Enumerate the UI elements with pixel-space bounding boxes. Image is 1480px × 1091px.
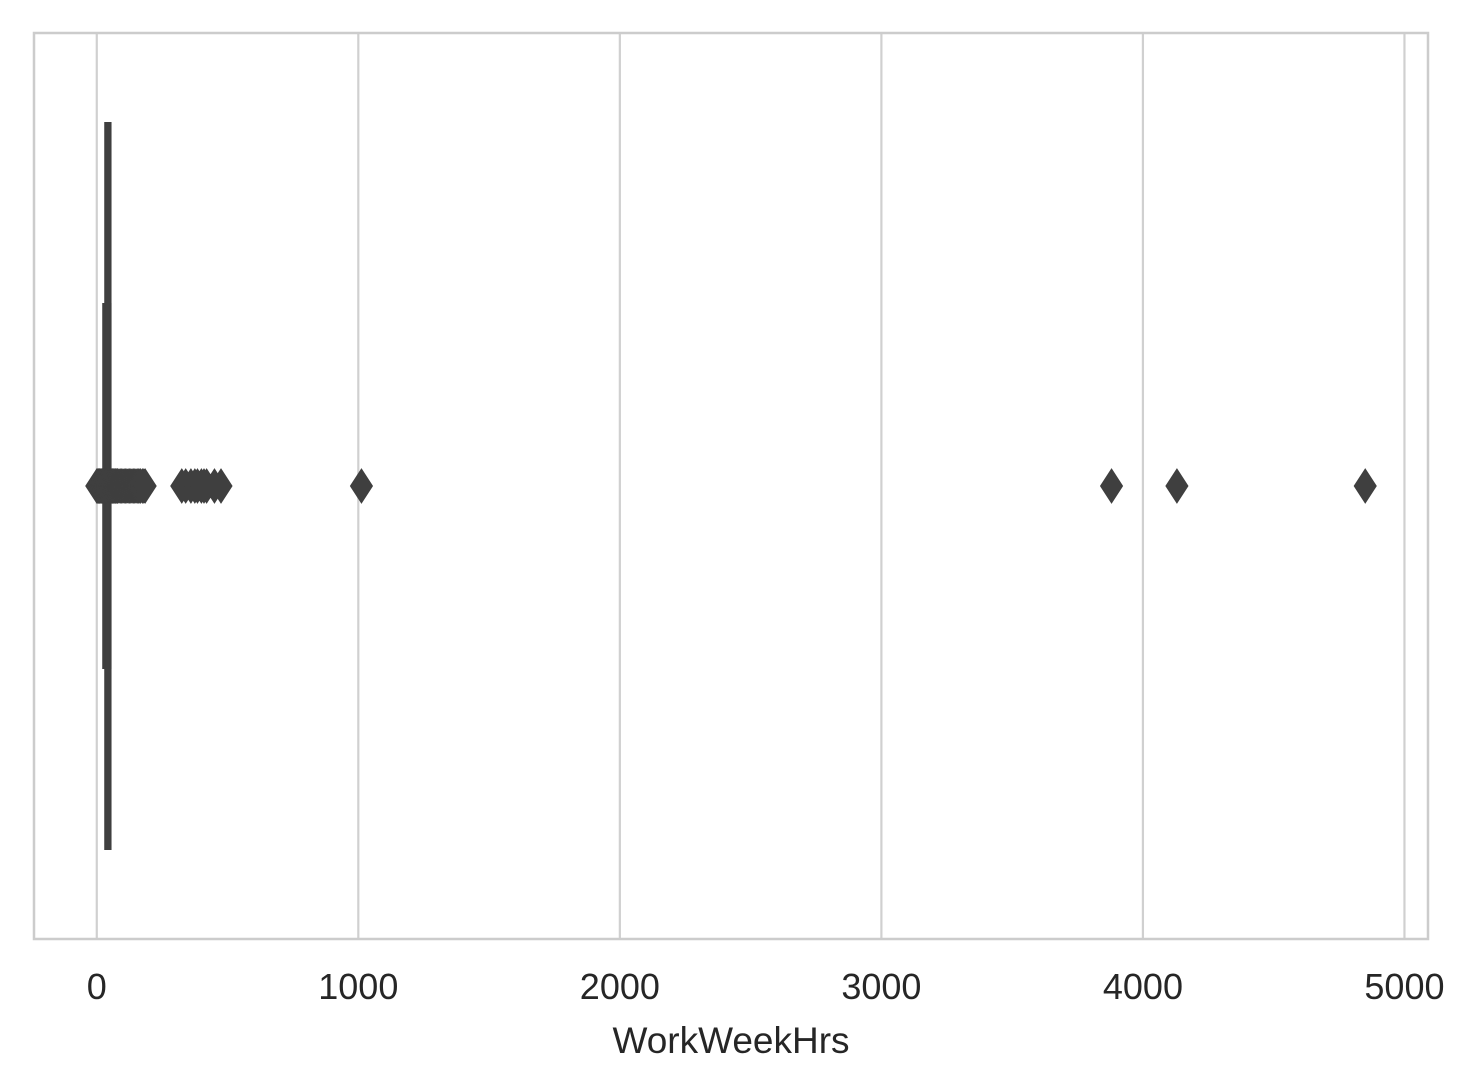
outlier-points	[85, 468, 1377, 504]
outlier-point	[1165, 468, 1189, 504]
grid-lines	[95, 33, 1406, 939]
x-tick-label: 5000	[1364, 966, 1444, 1007]
outlier-point	[1353, 468, 1377, 504]
outlier-point	[209, 468, 233, 504]
plot-frame	[32, 31, 1430, 941]
outlier-point	[1099, 468, 1124, 504]
x-tick-label: 1000	[318, 966, 398, 1007]
outlier-point	[133, 468, 157, 504]
x-tick-label: 2000	[580, 966, 660, 1007]
x-tick-labels: 0 1000 2000 3000 4000 5000	[87, 966, 1445, 1007]
outlier-point	[349, 468, 374, 504]
x-tick-label: 4000	[1103, 966, 1183, 1007]
x-tick-label: 0	[87, 966, 107, 1007]
x-tick-label: 3000	[841, 966, 921, 1007]
x-axis-label: WorkWeekHrs	[612, 1020, 849, 1061]
